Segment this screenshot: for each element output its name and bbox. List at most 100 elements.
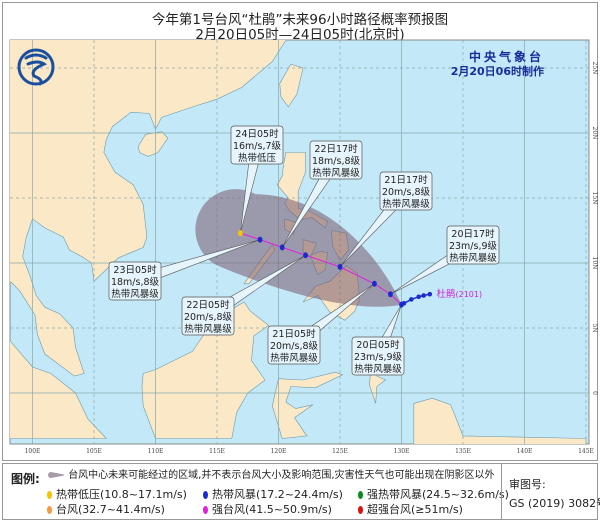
callout-level: 热带风暴级 xyxy=(111,288,159,300)
map-title: 今年第1号台风“杜鹃”未来96小时路径概率预报图 xyxy=(151,12,449,28)
forecast-point-24日05时 xyxy=(237,230,243,237)
probability-cone xyxy=(195,189,402,307)
callout-box xyxy=(108,261,162,301)
dot-icon xyxy=(358,506,363,514)
review-number: GS (2019) 3082号 xyxy=(509,497,600,510)
lon-label: 135E xyxy=(455,448,471,455)
dot-icon xyxy=(47,491,52,499)
agency-name: 中央气象台 xyxy=(468,50,544,64)
callout-wind: 18m/s,8级 xyxy=(312,155,361,167)
legend-item-label: 台风(32.7~41.4m/s) xyxy=(56,503,165,516)
legend-cone-text: 台风中心未来可能经过的区域,并不表示台风大小及影响范围,灾害性天气也可能出现在阴… xyxy=(68,470,495,481)
dot-icon xyxy=(358,491,363,499)
map-border xyxy=(2,2,598,461)
callout-level: 热带风暴级 xyxy=(184,323,232,335)
legend-item-label: 热带低压(10.8~17.1m/s) xyxy=(56,488,187,501)
forecast-point-23日05时 xyxy=(257,236,263,243)
callout-time: 23日05时 xyxy=(113,264,157,276)
callout-box xyxy=(309,140,363,180)
callout-level: 热带风暴级 xyxy=(449,252,497,264)
lon-label: 145E xyxy=(578,448,594,455)
legend-item-label: 强热带风暴(24.5~32.6m/s) xyxy=(367,488,509,501)
callout-box xyxy=(230,125,284,165)
cone-icon xyxy=(48,472,64,478)
lon-label: 130E xyxy=(394,448,410,455)
cma-logo-icon xyxy=(17,48,55,86)
lon-label: 115E xyxy=(209,448,225,455)
dot-icon xyxy=(47,506,52,514)
callout-wind: 20m/s,8级 xyxy=(382,186,431,198)
lon-label: 120E xyxy=(271,448,287,455)
land-hainan xyxy=(137,131,169,157)
made-time: 2月20日06时制作 xyxy=(450,65,544,78)
lat-label: 15N xyxy=(591,192,598,205)
callout-time: 21日17时 xyxy=(384,174,428,186)
legend-item-sts: 强热带风暴(24.5~32.6m/s) xyxy=(358,486,509,502)
callout-wind: 20m/s,8级 xyxy=(184,311,233,323)
typhoon-name-label: 杜鹃(2101) xyxy=(436,288,482,300)
legend-item-td: 热带低压(10.8~17.1m/s) xyxy=(47,486,187,502)
callout-level: 热带风暴级 xyxy=(382,198,430,210)
legend: 图例: 台风中心未来可能经过的区域,并不表示台风大小及影响范围,灾害性天气也可能… xyxy=(2,463,600,520)
forecast-point-20日05时 xyxy=(399,301,404,308)
callout-time: 22日05时 xyxy=(186,299,230,311)
map-layer xyxy=(10,40,589,444)
lon-label: 100E xyxy=(25,448,41,455)
legend-item-label: 超强台风(≥51m/s) xyxy=(367,503,463,516)
lon-label: 110E xyxy=(148,448,164,455)
dot-icon xyxy=(203,491,208,499)
callout-time: 22日17时 xyxy=(314,143,358,155)
callout-time: 20日05时 xyxy=(356,339,400,351)
forecast-point-22日05时 xyxy=(303,252,308,259)
callout-box xyxy=(351,336,405,376)
lat-label: 10N xyxy=(591,257,598,270)
legend-divider xyxy=(501,464,502,519)
callout-box xyxy=(379,171,433,211)
callout-level: 热带风暴级 xyxy=(312,167,360,179)
callout-wind: 23m/s,9级 xyxy=(449,240,498,252)
legend-item-ts: 热带风暴(17.2~24.4m/s) xyxy=(203,486,343,502)
callout-wind: 23m/s,9级 xyxy=(354,351,403,363)
forecast-track-line xyxy=(240,232,402,305)
legend-heading: 图例: xyxy=(11,472,40,486)
land-taiwan xyxy=(279,63,304,108)
legend-item-label: 强台风(41.5~50.9m/s) xyxy=(212,503,332,516)
callout-level: 热带低压 xyxy=(238,152,277,164)
callout-time: 24日05时 xyxy=(235,128,279,140)
callout-level: 热带风暴级 xyxy=(270,352,318,364)
lat-label: 5N xyxy=(591,323,598,332)
lat-label: 20N xyxy=(591,127,598,140)
logo-ring xyxy=(17,48,55,86)
forecast-point-21日05时 xyxy=(372,280,377,287)
lon-label: 105E xyxy=(86,448,102,455)
lat-label: 25N xyxy=(591,62,598,75)
callout-box xyxy=(446,225,500,265)
lon-label: 125E xyxy=(332,448,348,455)
legend-item-ty: 台风(32.7~41.4m/s) xyxy=(47,501,165,517)
callout-time: 21日05时 xyxy=(272,328,316,340)
forecast-point-20日17时 xyxy=(388,291,393,298)
past-track-point xyxy=(409,297,414,302)
callout-box xyxy=(181,296,235,336)
callout-wind: 20m/s,8级 xyxy=(270,340,319,352)
legend-item-supty: 超强台风(≥51m/s) xyxy=(358,501,463,517)
map-canvas: 100E 105E 110E 115E 120E 125E 130E 135E 140E 145E… xyxy=(9,39,598,455)
land-sulawesi xyxy=(272,371,344,439)
lat-label: 0 xyxy=(591,391,598,395)
callout-wind: 18m/s,8级 xyxy=(111,276,160,288)
callout-level: 热带风暴级 xyxy=(354,363,402,375)
callout-time: 20日17时 xyxy=(451,228,495,240)
land-borneo xyxy=(141,301,270,439)
past-track-point xyxy=(427,291,433,297)
past-track-point xyxy=(421,293,426,298)
legend-item-label: 热带风暴(17.2~24.4m/s) xyxy=(212,488,343,501)
dot-icon xyxy=(203,506,208,514)
